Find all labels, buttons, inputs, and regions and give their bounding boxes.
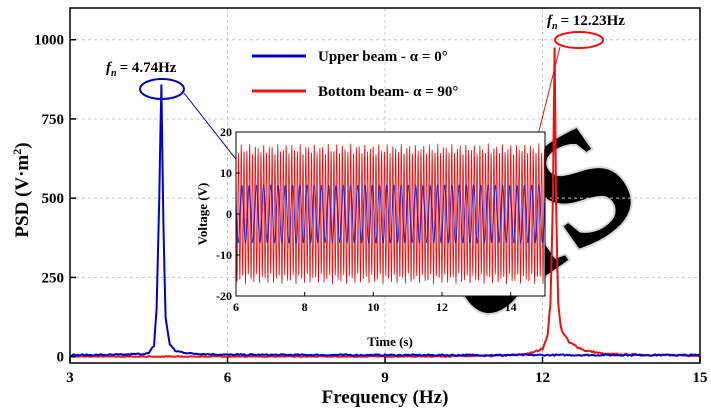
- inset-series: [235, 143, 546, 285]
- legend: Upper beam - α = 0° Bottom beam- α = 90°: [252, 49, 458, 100]
- inset-y-tick-label: 10: [220, 166, 232, 180]
- y-tick-label: 500: [42, 191, 65, 207]
- inset-x-tick-label: 14: [505, 300, 517, 314]
- y-tick-label: 1000: [34, 33, 64, 49]
- inset-x-tick-label: 12: [436, 300, 448, 314]
- main-series: [69, 47, 701, 358]
- legend-label-bottom: Bottom beam- α = 90°: [318, 84, 458, 100]
- series-line-upper: [69, 84, 701, 357]
- y-tick-label: 750: [42, 112, 65, 128]
- peak-label-upper: fn = 4.74Hz: [106, 60, 177, 79]
- inset-y-tick-label: 20: [220, 125, 232, 139]
- series-line-bottom: [69, 47, 701, 358]
- x-tick-label: 15: [693, 370, 708, 386]
- y-tick-label: 250: [42, 270, 65, 286]
- x-axis-title: Frequency (Hz): [322, 387, 449, 408]
- inset-ticks: [235, 131, 512, 297]
- y-tick-label: 0: [57, 350, 65, 366]
- inset-y-axis-title: Voltage (V): [195, 183, 210, 246]
- x-tick-label: 12: [535, 370, 550, 386]
- x-tick-label: 6: [224, 370, 232, 386]
- inset-y-tick-label: -20: [216, 289, 232, 303]
- peak-marker-bottom: [554, 31, 604, 49]
- inset-y-tick-label: -10: [216, 248, 232, 262]
- inset-x-tick-label: 8: [302, 300, 308, 314]
- peak-marker-upper: [139, 78, 185, 100]
- peak-label-bottom: fn = 12.23Hz: [547, 13, 625, 32]
- inset-tick-labels: 6 8 10 12 14 -20 -10 0 10 20: [216, 125, 517, 314]
- inset-series-line-upper: [235, 184, 546, 244]
- y-axis-title: PSD (V·m2): [10, 142, 33, 237]
- main-tick-labels: 3 6 9 12 15 0 250 500 750 1000: [34, 33, 708, 386]
- x-tick-label: 9: [381, 370, 389, 386]
- x-tick-label: 3: [66, 370, 74, 386]
- annotation-upper: fn = 4.74Hz: [106, 60, 247, 173]
- inset-y-tick-label: 0: [226, 207, 232, 221]
- main-ticks: [69, 38, 701, 363]
- legend-label-upper: Upper beam - α = 0°: [318, 49, 448, 65]
- inset-x-axis-title: Time (s): [367, 334, 413, 349]
- inset-x-tick-label: 6: [233, 300, 239, 314]
- inset-x-tick-label: 10: [367, 300, 379, 314]
- inset-series-line-bottom: [235, 143, 546, 285]
